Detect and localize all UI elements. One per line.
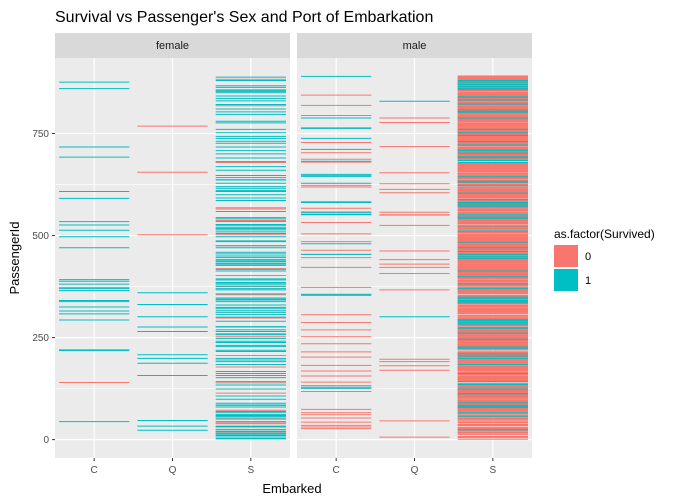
- panel-female: female: [55, 33, 290, 458]
- legend-title: as.factor(Survived): [554, 227, 655, 241]
- legend: as.factor(Survived) 0 1: [554, 227, 655, 291]
- facet-panels: female male: [55, 33, 532, 458]
- strip-female: [55, 33, 290, 58]
- strip-label-female: female: [156, 40, 189, 52]
- y-axis-title: PassengerId: [7, 222, 22, 295]
- y-axis: 0 250 500 750: [32, 129, 55, 446]
- legend-key-0: [554, 245, 578, 267]
- x-tick-label: C: [333, 465, 340, 476]
- legend-label-0: 0: [585, 251, 591, 263]
- panel-male: male: [297, 33, 532, 458]
- x-axis-title: Embarked: [262, 481, 321, 496]
- strip-label-male: male: [403, 40, 427, 52]
- chart-title: Survival vs Passenger's Sex and Port of …: [55, 9, 433, 26]
- x-tick-label: Q: [169, 465, 177, 476]
- y-tick-label: 250: [32, 333, 49, 344]
- y-tick-label: 500: [32, 231, 49, 242]
- y-tick-label: 750: [32, 129, 49, 140]
- x-tick-label: Q: [411, 465, 419, 476]
- strip-male: [297, 33, 532, 58]
- x-tick-label: S: [247, 465, 254, 476]
- legend-label-1: 1: [585, 275, 591, 287]
- y-tick-label: 0: [43, 435, 49, 446]
- x-tick-label: C: [91, 465, 98, 476]
- legend-key-1: [554, 269, 578, 291]
- x-tick-label: S: [489, 465, 496, 476]
